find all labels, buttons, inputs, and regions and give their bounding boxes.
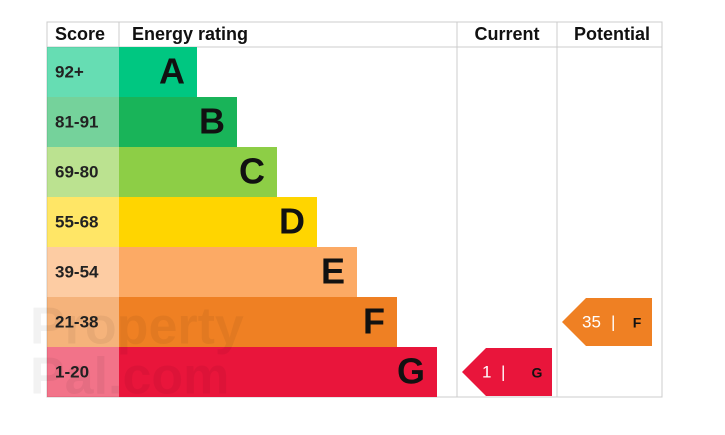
band-bar bbox=[119, 247, 357, 297]
band-letter: D bbox=[279, 201, 305, 242]
score-cell bbox=[47, 297, 119, 347]
band-score: 21-38 bbox=[55, 312, 98, 331]
score-cell bbox=[47, 97, 119, 147]
band-score: 81-91 bbox=[55, 112, 98, 131]
score-cell bbox=[47, 147, 119, 197]
band-score: 55-68 bbox=[55, 212, 98, 231]
score-cell bbox=[47, 47, 119, 97]
score-cell bbox=[47, 347, 119, 397]
potential-separator: | bbox=[611, 312, 615, 331]
watermark: Pal.com bbox=[30, 348, 229, 406]
header-current: Current bbox=[474, 24, 539, 44]
header-score: Score bbox=[55, 24, 105, 44]
score-cell bbox=[47, 247, 119, 297]
current-letter: G bbox=[532, 365, 543, 381]
header-potential: Potential bbox=[574, 24, 650, 44]
watermark: Property bbox=[30, 298, 244, 356]
band-bar bbox=[119, 147, 277, 197]
band-letter: E bbox=[321, 251, 345, 292]
header-rating: Energy rating bbox=[132, 24, 248, 44]
band-letter: G bbox=[397, 351, 425, 392]
band-bar bbox=[119, 47, 197, 97]
band-letter: F bbox=[363, 301, 385, 342]
score-cell bbox=[47, 197, 119, 247]
potential-score: 35 bbox=[582, 312, 601, 331]
potential-arrow bbox=[562, 298, 652, 346]
band-bar bbox=[119, 197, 317, 247]
band-score: 1-20 bbox=[55, 362, 89, 381]
band-letter: A bbox=[159, 51, 185, 92]
potential-letter: F bbox=[633, 315, 642, 331]
current-separator: | bbox=[501, 362, 505, 381]
band-score: 92+ bbox=[55, 62, 84, 81]
band-letter: C bbox=[239, 151, 265, 192]
band-letter: B bbox=[199, 101, 225, 142]
band-bar bbox=[119, 97, 237, 147]
band-score: 39-54 bbox=[55, 262, 99, 281]
band-bar bbox=[119, 297, 397, 347]
band-score: 69-80 bbox=[55, 162, 98, 181]
band-bar bbox=[119, 347, 437, 397]
current-score: 1 bbox=[482, 362, 491, 381]
current-arrow bbox=[462, 348, 552, 396]
